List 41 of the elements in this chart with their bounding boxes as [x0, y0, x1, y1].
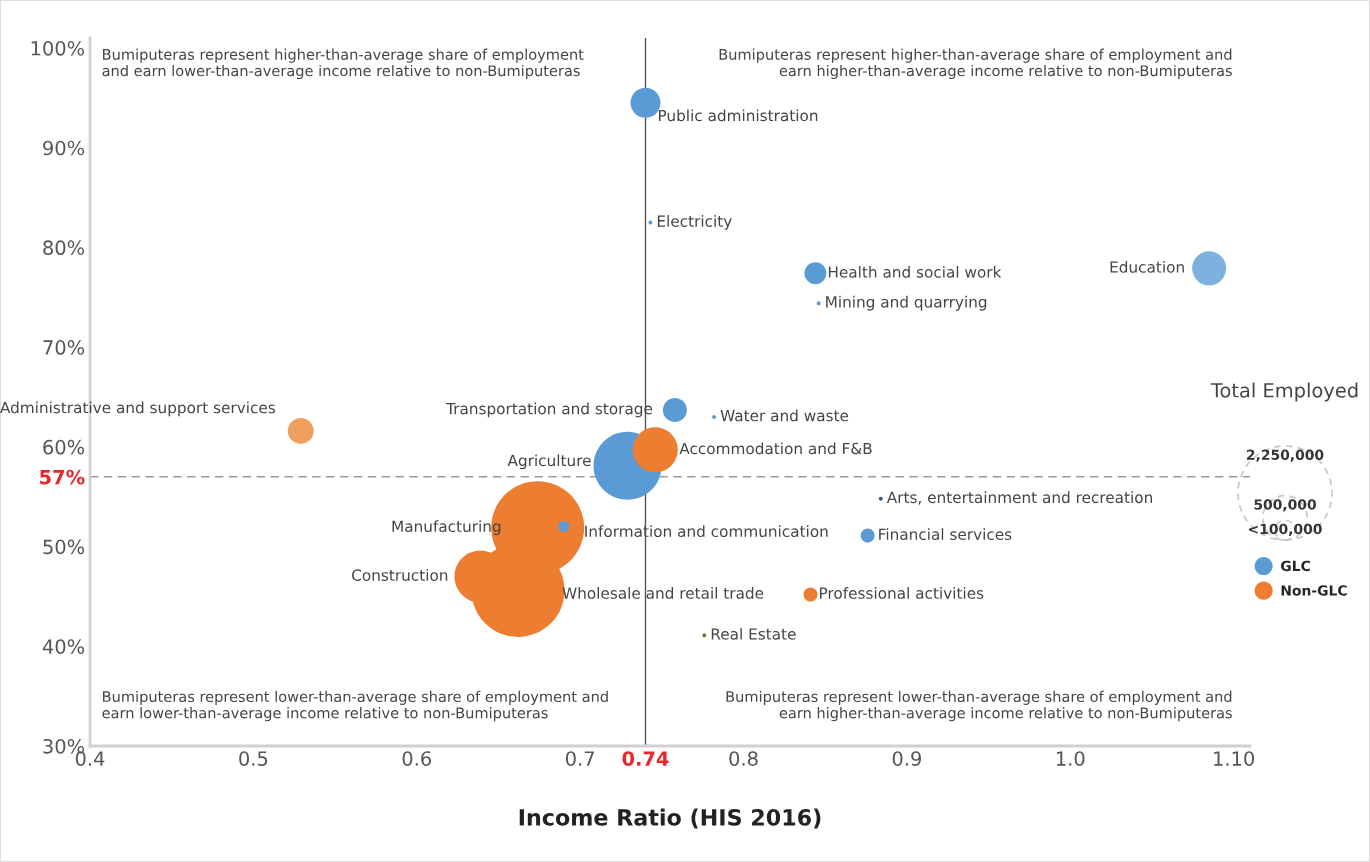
annotation: Public administration — [658, 109, 818, 122]
legend-title: Total Employed — [1210, 382, 1358, 402]
x-tick-label: 0.6 — [402, 751, 431, 766]
x-tick-label: 1.0 — [1056, 751, 1085, 766]
annotation: Bumiputeras represent higher-than-average share of employment and earn lower-than-average income relative to non-Bumiputeras — [102, 48, 584, 80]
x-tick-label: 0.8 — [729, 751, 758, 766]
x-tick-label: 0.5 — [239, 751, 268, 766]
annotation: Agriculture — [507, 454, 591, 470]
legend-label: <100,000 — [1249, 523, 1322, 536]
legend-label: 2,250,000 — [1247, 449, 1324, 462]
y-tick-label: 50% — [43, 539, 85, 555]
y-tick-label: 80% — [43, 240, 85, 256]
x-tick-label: 1.10 — [1214, 751, 1255, 766]
annotation: Bumiputeras represent lower-than-average share of employment and earn lower-than-average income relative to non-Bumiputeras — [102, 690, 608, 722]
legend-label: 500,000 — [1254, 499, 1316, 512]
annotation: Health and social work — [828, 265, 1002, 278]
annotation: Administrative and support services — [0, 401, 276, 417]
y-tick-label: 40% — [42, 639, 85, 654]
annotation: Construction — [352, 569, 448, 581]
annotation: Professional activities — [820, 587, 984, 599]
x-tick-label: 0.74 — [622, 751, 669, 766]
legend-label: GLC — [1281, 560, 1310, 572]
x-axis-title: Income Ratio (HIS 2016) — [519, 808, 821, 829]
annotation: Education — [1110, 260, 1184, 273]
annotation: Bumiputeras represent higher-than-average share of employment and earn higher-than-average income relative to non-Bumiputeras — [719, 48, 1232, 80]
annotation: Real Estate — [711, 627, 796, 640]
y-tick-label: 57% — [40, 469, 85, 485]
x-tick-label: 0.9 — [892, 751, 921, 766]
annotation: Water and waste — [720, 409, 849, 422]
annotation: Arts, entertainment and recreation — [886, 491, 1152, 505]
y-tick-label: 70% — [43, 340, 85, 355]
y-tick-label: 100% — [31, 40, 85, 56]
annotation: Electricity — [657, 215, 732, 230]
annotation: Accommodation and F&B — [679, 442, 872, 455]
y-tick-label: 60% — [43, 439, 85, 455]
x-tick-label: 0.7 — [565, 751, 594, 766]
annotation: Financial services — [879, 528, 1012, 541]
legend-label: Non-GLC — [1281, 585, 1347, 596]
y-tick-label: 90% — [43, 140, 85, 156]
annotation: Mining and quarrying — [826, 295, 987, 311]
annotation: Bumiputeras represent lower-than-average share of employment and earn higher-than-average income relative to non-Bumiputeras — [726, 690, 1232, 722]
